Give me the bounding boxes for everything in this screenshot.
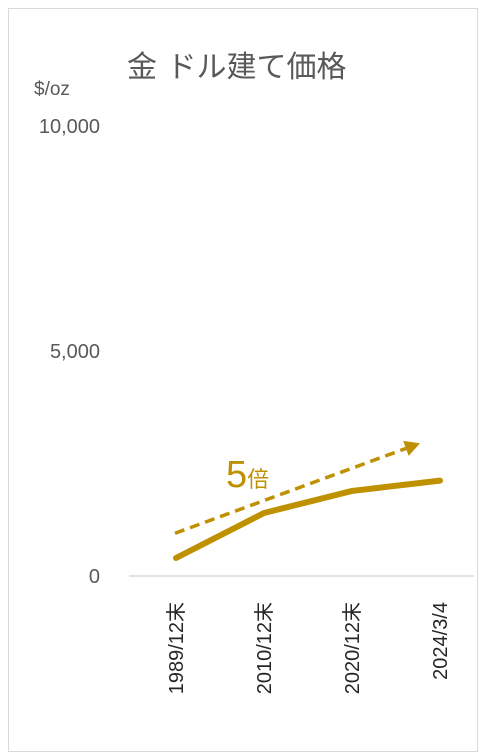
chart-title: 金 ドル建て価格 [127, 50, 347, 85]
x-tick-label: 1989/12末 [165, 602, 188, 694]
chart-canvas: 金 ドル建て価格 $/oz 0 5,000 10,000 5倍 1989/12末 20… [34, 50, 474, 694]
chart-frame: 金 ドル建て価格 $/oz 0 5,000 10,000 5倍 1989/12末 20… [8, 8, 478, 752]
series-line [173, 477, 443, 561]
x-tick-label: 2024/3/4 [430, 602, 452, 680]
trend-arrow-head [403, 440, 420, 456]
x-tick-label: 2020/12末 [341, 602, 364, 694]
trend-arrow-line [174, 446, 407, 535]
x-tick-label: 2010/12末 [253, 602, 276, 694]
y-tick-label: 10,000 [39, 116, 100, 138]
growth-annotation: 5倍 [226, 454, 269, 496]
y-axis-unit-label: $/oz [34, 79, 70, 100]
y-tick-label: 5,000 [50, 341, 100, 363]
y-tick-label: 0 [89, 566, 100, 588]
growth-annotation-number: 5 [226, 454, 247, 496]
growth-annotation-suffix: 倍 [247, 468, 269, 493]
